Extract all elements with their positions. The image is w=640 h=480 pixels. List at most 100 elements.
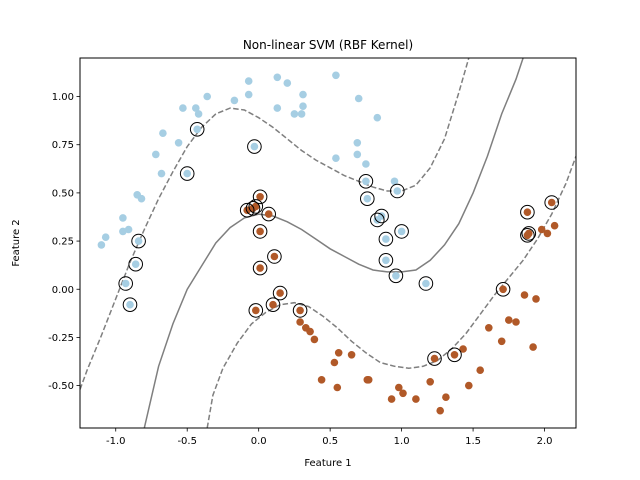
data-point: [387, 395, 396, 403]
data-point: [270, 252, 279, 261]
data-point: [124, 225, 133, 234]
support-vector-marker: [495, 282, 511, 297]
data-point: [525, 229, 533, 238]
data-point: [353, 150, 362, 159]
support-vector-marker: [179, 166, 195, 181]
data-point: [244, 77, 253, 85]
support-vectors: [118, 122, 560, 366]
data-point: [330, 358, 339, 367]
support-vector-marker: [239, 202, 255, 218]
data-point: [290, 110, 299, 118]
data-points: [97, 71, 559, 415]
support-vector-marker: [128, 256, 143, 272]
y-tick-label: -0.50: [48, 381, 74, 392]
x-axis-label: Feature 1: [304, 458, 351, 469]
support-vector-marker: [252, 189, 268, 205]
x-tick-label: 2.0: [537, 436, 553, 447]
data-point: [550, 221, 559, 230]
data-point: [392, 272, 400, 280]
data-point: [306, 327, 314, 336]
data-point: [256, 227, 264, 236]
data-point: [273, 73, 282, 82]
data-point: [97, 241, 106, 249]
support-vector-marker: [245, 201, 261, 216]
y-tick-label: -0.25: [48, 333, 74, 344]
data-point: [382, 235, 390, 243]
data-point: [426, 378, 435, 386]
data-point: [159, 129, 167, 137]
support-vector-marker: [131, 233, 146, 249]
data-point: [137, 194, 146, 203]
data-point: [353, 139, 362, 147]
data-point: [364, 376, 373, 384]
data-point: [465, 381, 473, 390]
data-point: [390, 177, 399, 186]
support-vector-marker: [360, 191, 375, 206]
data-point: [121, 279, 130, 288]
data-point: [269, 300, 277, 309]
support-vector-marker: [248, 199, 264, 214]
support-vector-marker: [252, 224, 268, 239]
data-point: [363, 194, 372, 203]
support-vector-marker: [265, 297, 281, 313]
data-point: [476, 366, 485, 375]
support-vector-marker: [292, 303, 308, 318]
data-point: [362, 177, 370, 186]
data-point: [101, 233, 110, 241]
support-vector-marker: [358, 174, 374, 189]
data-point: [119, 227, 127, 236]
support-vector-marker: [520, 228, 535, 243]
data-point: [505, 316, 513, 324]
x-axis-ticks: -1.0 -0.5 0.0 0.5 1.0 1.5 2.0: [106, 428, 553, 447]
decision-boundary-line: [143, 58, 524, 428]
data-point: [157, 169, 166, 178]
data-point: [430, 354, 439, 363]
data-point: [523, 208, 532, 216]
data-point: [393, 187, 402, 195]
data-point: [152, 150, 160, 159]
margin-lower-line: [206, 156, 576, 428]
data-point: [252, 306, 260, 315]
support-vector-marker: [388, 268, 404, 284]
data-point: [273, 104, 282, 112]
data-point: [183, 169, 191, 178]
support-vector-marker: [252, 260, 268, 276]
support-vector-marker: [378, 231, 394, 247]
data-point: [543, 229, 552, 238]
chart-title: Non-linear SVM (RBF Kernel): [243, 38, 413, 52]
data-point: [442, 393, 450, 402]
data-point: [250, 142, 259, 151]
data-point: [283, 79, 292, 87]
data-point: [362, 160, 370, 168]
data-point: [436, 406, 445, 415]
data-point: [450, 351, 459, 359]
data-point: [373, 113, 382, 122]
y-tick-label: 1.00: [52, 92, 74, 103]
y-tick-label: 0.50: [52, 188, 74, 199]
data-point: [119, 214, 127, 222]
data-point: [532, 295, 540, 303]
data-point: [334, 349, 343, 357]
y-axis-label: Feature 2: [11, 219, 22, 266]
x-tick-label: 0.0: [251, 436, 267, 447]
support-vector-marker: [267, 249, 282, 264]
support-vector-marker: [521, 226, 537, 241]
data-point: [126, 300, 134, 309]
support-vector-marker: [520, 204, 535, 220]
support-vector-marker: [374, 208, 389, 224]
support-vector-marker: [272, 285, 288, 301]
support-vector-marker: [370, 212, 385, 228]
data-point: [529, 343, 537, 351]
support-vector-marker: [378, 252, 394, 268]
plot-area: [80, 58, 576, 428]
data-point: [382, 256, 390, 265]
data-point: [230, 96, 239, 105]
data-point: [547, 198, 556, 207]
data-point: [264, 210, 273, 218]
support-vector-marker: [394, 224, 409, 239]
data-point: [296, 306, 304, 315]
data-point: [512, 318, 520, 326]
y-tick-label: 0.25: [52, 237, 74, 248]
data-point: [194, 110, 203, 118]
